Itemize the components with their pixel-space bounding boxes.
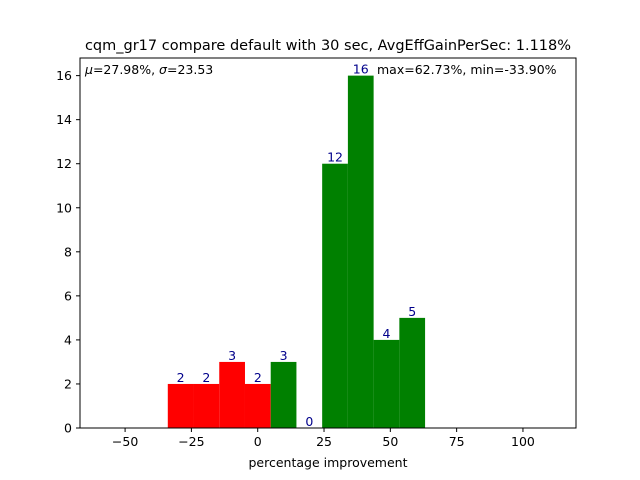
chart-title: cqm_gr17 compare default with 30 sec, Av… — [85, 38, 571, 54]
histogram-bar — [347, 75, 374, 428]
histogram-bar — [244, 383, 271, 428]
bar-labels-group: 2 2 3 2 3 0 12 16 4 5 — [177, 62, 417, 429]
bar-count-label: 16 — [353, 62, 369, 77]
y-axis-ticks: 0 2 4 6 8 10 12 14 16 — [56, 68, 80, 436]
bar-count-label: 3 — [280, 348, 288, 363]
x-tick-label: 0 — [254, 434, 262, 449]
plot-frame — [79, 57, 577, 429]
sigma-value: =23.53 — [167, 62, 213, 77]
y-tick-label: 12 — [56, 156, 72, 171]
x-axis-ticks: −50 −25 0 25 50 75 100 — [112, 428, 535, 449]
bar-count-label: 3 — [228, 348, 236, 363]
y-tick-label: 2 — [64, 376, 72, 391]
histogram-bar — [219, 361, 245, 428]
stats-mean-sigma: μ=27.98%, σ=23.53 — [84, 62, 213, 77]
y-tick-label: 14 — [56, 112, 72, 127]
x-tick-label: 75 — [449, 434, 465, 449]
y-tick-label: 8 — [64, 244, 72, 259]
bars-group — [167, 75, 426, 428]
x-tick-label: 100 — [511, 434, 535, 449]
histogram-bar — [322, 163, 348, 428]
x-tick-label: 50 — [382, 434, 398, 449]
mu-value: =27.98%, — [93, 62, 159, 77]
bar-count-label: 2 — [254, 370, 262, 385]
bar-count-label: 5 — [408, 304, 416, 319]
histogram-bar — [373, 339, 400, 428]
bar-count-label: 2 — [177, 370, 185, 385]
y-tick-label: 16 — [56, 68, 72, 83]
y-tick-label: 0 — [64, 421, 72, 436]
mu-symbol: μ — [84, 62, 93, 77]
x-tick-label: −25 — [178, 434, 204, 449]
x-tick-label: 25 — [316, 434, 332, 449]
bar-count-label: 0 — [305, 414, 313, 429]
x-axis-label: percentage improvement — [248, 455, 407, 470]
y-tick-label: 4 — [64, 332, 72, 347]
histogram-bar — [399, 317, 426, 428]
bar-count-label: 4 — [383, 326, 391, 341]
stats-max-min: max=62.73%, min=-33.90% — [377, 62, 557, 77]
histogram-bar — [167, 383, 194, 428]
y-tick-label: 10 — [56, 200, 72, 215]
bar-count-label: 12 — [327, 150, 343, 165]
histogram-bar — [193, 383, 220, 428]
y-tick-label: 6 — [64, 288, 72, 303]
x-tick-label: −50 — [112, 434, 138, 449]
sigma-symbol: σ — [159, 62, 168, 77]
bar-count-label: 2 — [202, 370, 210, 385]
histogram-bar — [270, 361, 297, 428]
